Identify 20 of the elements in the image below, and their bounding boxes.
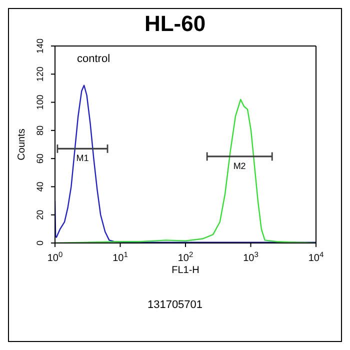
- x-axis-title: FL1-H: [172, 265, 200, 276]
- x-tick-label: 10$^{2}$: [178, 250, 194, 264]
- text: 131705701: [146, 299, 204, 311]
- y-tick-label: 140: [35, 38, 45, 54]
- series-label: M1: [76, 153, 89, 164]
- y-tick-label: 120: [35, 66, 45, 82]
- y-tick-label: 40: [35, 182, 45, 192]
- x-tick-label: 10$^{4}$: [308, 250, 324, 264]
- y-axis-title: Counts: [16, 128, 28, 160]
- annotation: control: [77, 53, 110, 65]
- chart-title: HL-60: [143, 11, 207, 38]
- y-tick-label: 0: [35, 240, 45, 246]
- x-tick-label: 10$^{1}$: [112, 250, 128, 264]
- x-tick-label: 10$^{0}$: [47, 250, 63, 264]
- series-label: M2: [233, 160, 246, 171]
- x-tick-label: 10$^{3}$: [243, 250, 258, 264]
- y-tick-label: 20: [35, 210, 45, 220]
- y-tick-label: 60: [35, 154, 45, 164]
- y-tick-label: 100: [35, 94, 45, 110]
- y-tick-label: 80: [35, 125, 45, 136]
